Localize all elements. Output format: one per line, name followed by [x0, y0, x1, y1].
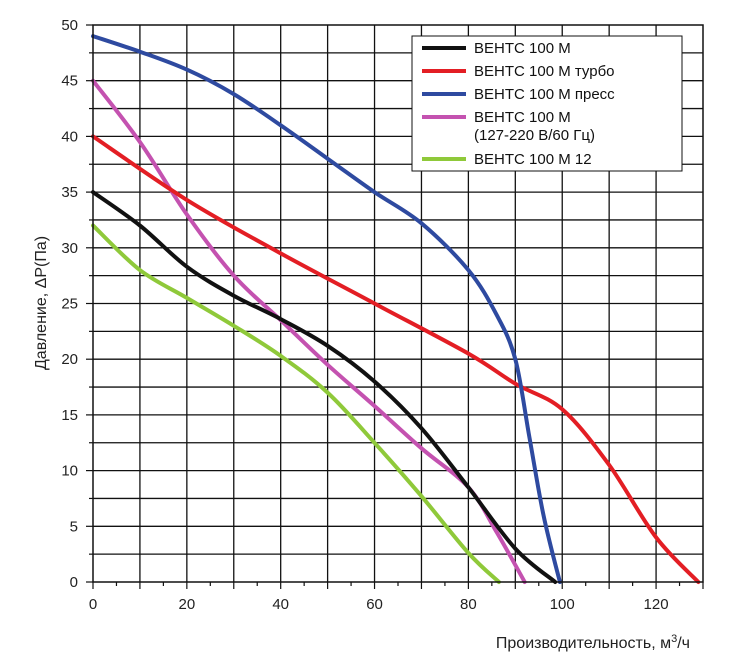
y-tick-label: 30 [61, 240, 78, 257]
y-tick-label: 20 [61, 351, 78, 368]
curve-vents-100m-12 [91, 223, 501, 584]
legend-label-vents-100m: ВЕНТС 100 М [474, 40, 571, 57]
x-axis-title-superscript: 3 [671, 633, 677, 645]
legend-label-vents-100m-60hz-line1: ВЕНТС 100 М [474, 109, 571, 126]
y-tick-label: 35 [61, 184, 78, 201]
legend-label-vents-100m-12: ВЕНТС 100 М 12 [474, 151, 592, 168]
x-tick-label: 120 [644, 596, 669, 613]
x-axis-title: Производительность, м3/ч [496, 633, 690, 652]
legend-label-vents-100m-press: ВЕНТС 100 М пресс [474, 86, 615, 103]
y-tick-label: 10 [61, 463, 78, 480]
y-tick-label: 15 [61, 407, 78, 424]
x-tick-label: 60 [366, 596, 383, 613]
series-curves [91, 34, 701, 584]
y-tick-label: 5 [70, 518, 78, 535]
y-tick-label: 50 [61, 17, 78, 34]
legend-label-vents-100m-turbo: ВЕНТС 100 М турбо [474, 63, 615, 80]
y-tick-label: 25 [61, 296, 78, 313]
curve-vents-100m [91, 190, 558, 584]
y-axis-title: Давление, ΔP(Па) [33, 236, 50, 370]
legend-label-vents-100m-60hz-line2: (127-220 В/60 Гц) [474, 127, 595, 144]
x-tick-label: 0 [89, 596, 97, 613]
x-tick-label: 40 [272, 596, 289, 613]
x-tick-label: 20 [179, 596, 196, 613]
x-axis-title-suffix: /ч [677, 635, 690, 652]
x-tick-label: 100 [550, 596, 575, 613]
legend: ВЕНТС 100 М ВЕНТС 100 М турбо ВЕНТС 100 … [411, 35, 683, 172]
legend-box [411, 35, 683, 172]
curve-vents-100m-press [91, 34, 562, 584]
y-tick-label: 40 [61, 128, 78, 145]
y-tick-label: 0 [70, 574, 78, 591]
y-tick-label: 45 [61, 73, 78, 90]
axis-ticks: 0 20 40 60 80 100 120 0 5 10 15 20 25 30 35 40 45 50 [61, 17, 704, 613]
x-tick-label: 80 [460, 596, 477, 613]
curve-vents-100m-turbo [91, 134, 701, 584]
